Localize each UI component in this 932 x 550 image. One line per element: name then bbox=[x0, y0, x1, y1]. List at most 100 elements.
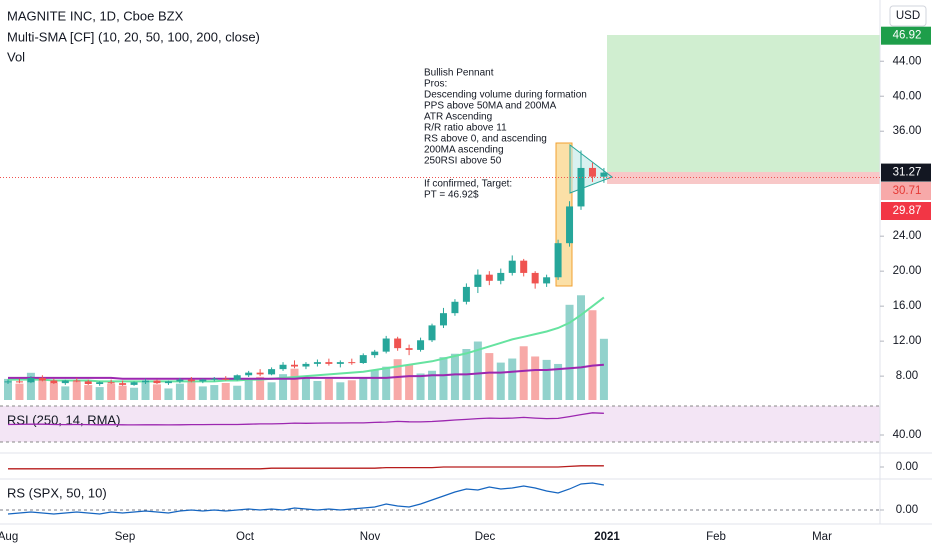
currency-box bbox=[889, 5, 927, 27]
volume-bar bbox=[428, 370, 437, 400]
rs-line bbox=[7, 482, 605, 515]
price-tag bbox=[881, 202, 931, 220]
candle-body bbox=[153, 380, 161, 384]
candle-body bbox=[313, 362, 321, 364]
price-tag bbox=[881, 182, 931, 200]
volume-bar bbox=[26, 372, 35, 400]
candle-body bbox=[485, 274, 493, 281]
volume-bar bbox=[256, 376, 265, 400]
volume-bar bbox=[347, 380, 356, 400]
x-tick-label: Sep bbox=[115, 531, 135, 543]
volume-bar bbox=[382, 366, 391, 400]
candle-body bbox=[4, 381, 12, 383]
candle-body bbox=[107, 382, 115, 384]
volume-bar bbox=[577, 295, 585, 400]
volume-bar bbox=[107, 383, 116, 400]
candle-body bbox=[405, 348, 413, 350]
volume-bar bbox=[290, 368, 299, 400]
volume-bar bbox=[233, 385, 242, 400]
volume-bar bbox=[473, 341, 482, 400]
price-tag-label: 29.87 bbox=[893, 205, 922, 217]
volume-bar bbox=[210, 385, 219, 400]
annotation-line: Pros: bbox=[424, 79, 447, 90]
candle-body bbox=[268, 369, 276, 375]
x-tick-label: Aug bbox=[0, 531, 18, 543]
candle-body bbox=[325, 362, 333, 364]
volume-bar bbox=[565, 304, 574, 400]
candle-body bbox=[371, 351, 379, 356]
candle-body bbox=[336, 362, 344, 364]
volume-bar bbox=[301, 377, 310, 400]
x-tick-label: 2021 bbox=[594, 531, 620, 543]
candle-body bbox=[222, 378, 230, 380]
annotation-line: RS above 0, and ascending bbox=[424, 134, 547, 145]
volume-bar bbox=[531, 356, 540, 400]
volume-bar bbox=[496, 362, 505, 400]
y-tick-label: 40.00 bbox=[893, 90, 922, 102]
annotation-line: 200MA ascending bbox=[424, 145, 504, 156]
volume-bar bbox=[118, 385, 127, 400]
candle-body bbox=[531, 272, 539, 284]
rsi-band bbox=[0, 406, 880, 442]
candle-body bbox=[566, 206, 574, 244]
rs-title: RS (SPX, 50, 10) bbox=[7, 485, 107, 500]
volume-bar bbox=[61, 386, 70, 400]
volume-bar bbox=[164, 388, 173, 400]
rsi-line bbox=[7, 412, 604, 426]
volume-bar bbox=[439, 357, 448, 400]
price-tag bbox=[881, 26, 931, 45]
volume-bar bbox=[141, 382, 150, 400]
price-tag-label: 30.71 bbox=[893, 185, 922, 197]
sma-line bbox=[8, 363, 604, 380]
volume-bar bbox=[416, 373, 425, 400]
sma-line bbox=[8, 296, 605, 383]
candle-body bbox=[187, 379, 195, 382]
candle-body bbox=[417, 340, 425, 350]
volume-bar bbox=[152, 384, 161, 400]
annotation-line: If confirmed, Target: bbox=[424, 179, 512, 190]
volume-bar bbox=[370, 370, 379, 400]
y-tick-label: 20.00 bbox=[893, 265, 922, 277]
currency: USD bbox=[896, 10, 920, 22]
annotation-line: Descending volume during formation bbox=[424, 90, 587, 101]
volume-bar bbox=[279, 374, 288, 400]
candle-body bbox=[291, 364, 298, 367]
y-tick-label: 36.00 bbox=[893, 125, 922, 137]
candle-body bbox=[84, 381, 92, 385]
y-tick-label: 12.00 bbox=[893, 335, 922, 347]
candle-body bbox=[520, 260, 528, 273]
candle-body bbox=[50, 380, 58, 384]
candle-body bbox=[73, 380, 81, 382]
candle-body bbox=[233, 375, 241, 380]
volume-bar bbox=[15, 383, 24, 400]
target-zone bbox=[607, 35, 880, 172]
candle-body bbox=[27, 377, 35, 383]
candle-body bbox=[15, 381, 23, 383]
candle-body bbox=[394, 338, 402, 349]
volume-bar bbox=[72, 380, 81, 400]
volume-bar bbox=[554, 363, 563, 400]
candle-body bbox=[38, 377, 46, 381]
volume-bar bbox=[450, 353, 459, 400]
volume-bar bbox=[95, 387, 104, 400]
candle-body bbox=[588, 167, 596, 177]
volume-bar bbox=[244, 379, 253, 400]
candle-body bbox=[210, 378, 218, 380]
annotation-line: PPS above 50MA and 200MA bbox=[424, 101, 557, 112]
volume-bar bbox=[187, 380, 196, 400]
y-tick-label: 8.00 bbox=[896, 370, 918, 382]
price-tag bbox=[881, 163, 931, 182]
volume-bar bbox=[324, 378, 333, 400]
volume-bar bbox=[405, 364, 414, 400]
volume-bar bbox=[267, 382, 276, 400]
volume-bar bbox=[485, 353, 494, 400]
y-tick-label: 24.00 bbox=[893, 230, 922, 242]
candle-body bbox=[451, 301, 459, 314]
volume-bar bbox=[359, 378, 368, 400]
candle-body bbox=[543, 277, 551, 284]
candle-body bbox=[474, 274, 482, 287]
chart-title: MAGNITE INC, 1D, Cboe BZX bbox=[7, 8, 184, 23]
x-tick-label: Mar bbox=[812, 531, 832, 543]
candle-body bbox=[119, 383, 127, 385]
